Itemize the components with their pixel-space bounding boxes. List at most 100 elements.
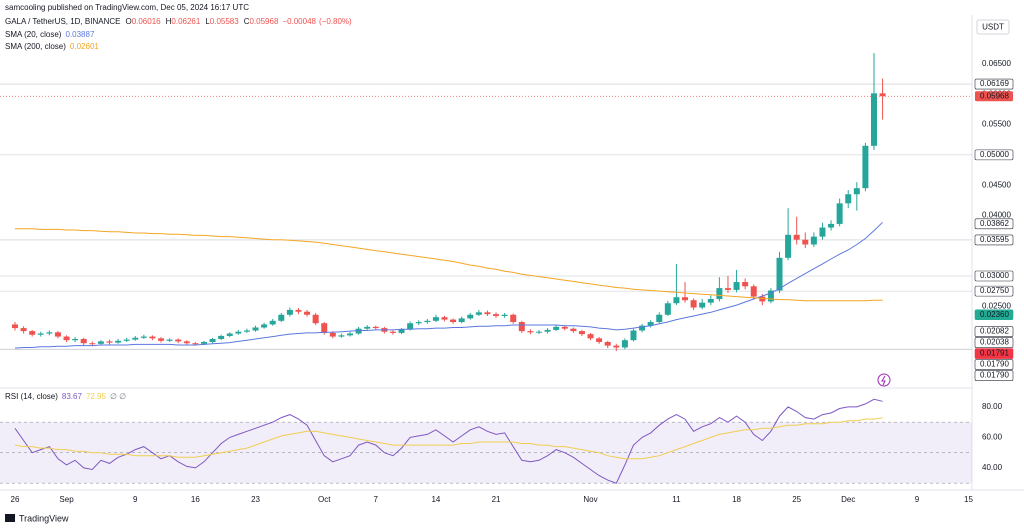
- rsi-tick-label: 60.00: [982, 433, 1003, 442]
- candle-body: [54, 332, 61, 337]
- x-tick-label: Sep: [59, 495, 74, 504]
- candle-body: [836, 203, 843, 224]
- candle-body: [733, 282, 740, 290]
- candle-body: [553, 326, 560, 330]
- ohlc-value: 0.06261: [171, 17, 200, 26]
- logo: [5, 514, 15, 522]
- last-price-label: 0.05968: [980, 91, 1009, 100]
- candle-body: [200, 342, 207, 344]
- level-label: 0.05000: [980, 150, 1009, 159]
- candle-body: [29, 331, 36, 335]
- candle-body: [312, 314, 319, 324]
- candle-body: [407, 323, 414, 330]
- candle-body: [776, 257, 783, 291]
- x-tick-label: 23: [251, 495, 260, 504]
- y-tick-label: 0.04500: [982, 180, 1011, 189]
- candle-body: [742, 282, 749, 287]
- candle-body: [871, 93, 877, 146]
- rsi-value: 72.95: [86, 392, 107, 401]
- candle-body: [269, 320, 276, 325]
- candle-body: [484, 312, 491, 315]
- indicator-value: 0.02601: [70, 42, 99, 51]
- candle-body: [183, 341, 190, 344]
- level-marker: [974, 78, 1014, 90]
- candle-body: [853, 188, 860, 195]
- candle-body: [862, 145, 869, 189]
- candle-body: [759, 296, 766, 302]
- candle-body: [596, 338, 603, 343]
- candle-body: [724, 288, 731, 290]
- sma-line: [14, 221, 883, 349]
- rsi-tick-label: 80.00: [982, 402, 1003, 411]
- candle-body: [544, 329, 551, 332]
- candle-body: [192, 343, 199, 345]
- ohlc-key: O: [125, 17, 131, 26]
- candle-body: [12, 324, 18, 329]
- change-pct: (−0.80%): [319, 17, 352, 26]
- candle-body: [673, 297, 680, 304]
- candle-body: [372, 326, 379, 329]
- candle-body: [501, 314, 508, 316]
- candle-body: [845, 194, 852, 204]
- indicator-name: SMA (20, close): [5, 30, 62, 39]
- level-label: 0.02360: [980, 310, 1009, 319]
- level-marker: [974, 370, 1014, 381]
- rsi-title: RSI (14, close): [5, 392, 58, 401]
- candle-body: [750, 286, 757, 297]
- candle-body: [510, 314, 517, 323]
- level-label: 0.06169: [980, 79, 1009, 88]
- candle-body: [819, 227, 826, 237]
- x-tick-label: Oct: [318, 495, 331, 504]
- level-marker: [974, 218, 1014, 230]
- rsi-placeholders: ∅ ∅: [110, 392, 126, 401]
- level-label: 0.03862: [980, 219, 1009, 228]
- candle-body: [243, 330, 250, 332]
- level-marker: [974, 326, 1014, 337]
- published-line: samcooling published on TradingView.com,…: [5, 3, 249, 12]
- level-marker: [974, 234, 1014, 246]
- y-tick-label: 0.05500: [982, 120, 1011, 129]
- level-label: 0.01791: [980, 349, 1009, 358]
- sma-line: [15, 228, 883, 302]
- currency-box[interactable]: [976, 19, 1010, 35]
- level-label: 0.03000: [980, 271, 1009, 280]
- candle-body: [604, 342, 611, 346]
- candle-body: [235, 331, 242, 334]
- level-label: 0.03595: [980, 235, 1009, 244]
- candle-body: [226, 333, 233, 336]
- x-tick-label: Nov: [583, 495, 597, 504]
- indicator-name: SMA (200, close): [5, 42, 66, 51]
- candle-body: [682, 297, 689, 301]
- x-tick-label: 21: [492, 495, 501, 504]
- candle-body: [89, 343, 96, 345]
- level-marker: [974, 359, 1014, 370]
- candle-body: [218, 335, 225, 339]
- candle-body: [347, 333, 354, 336]
- event-icon-bolt: [881, 375, 886, 386]
- x-tick-label: 26: [11, 495, 20, 504]
- candle-body: [613, 345, 620, 348]
- ohlc-value: 0.05583: [210, 17, 239, 26]
- candle-body: [295, 309, 302, 312]
- candle-body: [286, 309, 293, 315]
- candle-body: [106, 341, 113, 343]
- candle-body: [415, 322, 422, 324]
- event-icon[interactable]: [877, 373, 891, 387]
- candle-body: [140, 336, 147, 338]
- footer-brand: TradingView: [19, 513, 69, 523]
- candle-body: [518, 322, 525, 332]
- candle-body: [209, 338, 216, 343]
- y-tick-label: 0.06500: [982, 59, 1011, 68]
- ohlc-value: 0.05968: [249, 17, 278, 26]
- candle-body: [304, 311, 311, 315]
- candle-body: [493, 314, 500, 316]
- x-tick-label: 15: [964, 495, 973, 504]
- candle-body: [389, 331, 396, 333]
- indicator-value: 0.03887: [65, 30, 94, 39]
- ohlc-key: L: [205, 17, 210, 26]
- last-price-marker: [975, 91, 1013, 102]
- candle-body: [785, 234, 792, 258]
- candle-body: [527, 331, 534, 333]
